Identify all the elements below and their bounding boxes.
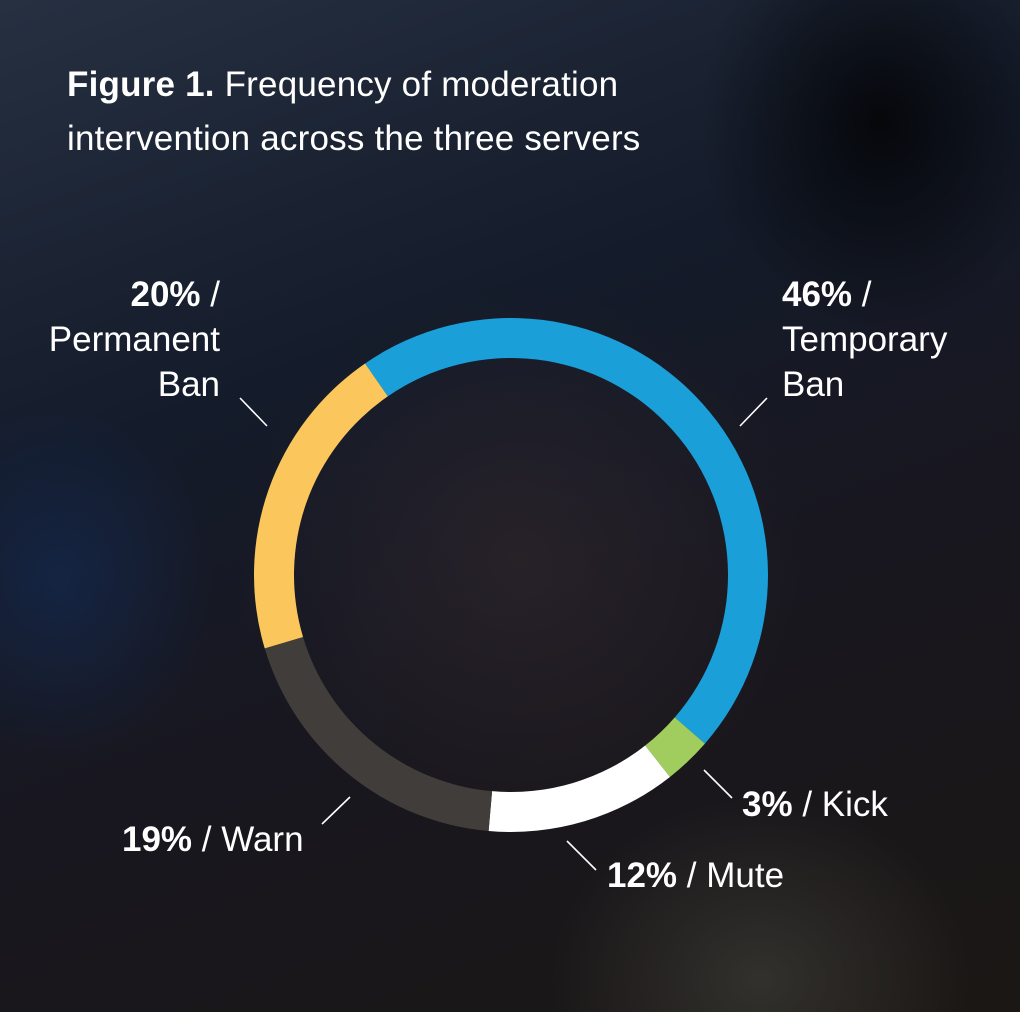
label-permanent-ban-line2: Ban bbox=[157, 365, 220, 404]
label-temporary-ban: 46% / Temporary Ban bbox=[782, 272, 947, 407]
figure-title-text: Frequency of moderation intervention acr… bbox=[67, 65, 641, 158]
label-temporary-ban-line1: Temporary bbox=[782, 320, 948, 359]
label-permanent-ban-line1: Permanent bbox=[48, 320, 220, 359]
label-mute: 12% / Mute bbox=[607, 853, 784, 898]
donut-segment-warn bbox=[264, 636, 493, 832]
label-permanent-ban: 20% / Permanent Ban bbox=[49, 272, 220, 407]
label-permanent-ban-pct: 20% bbox=[130, 275, 201, 314]
label-mute-pct: 12% bbox=[607, 856, 678, 895]
label-permanent-ban-sep: / bbox=[200, 275, 220, 314]
leader-line-temporary-ban bbox=[739, 397, 768, 427]
label-kick: 3% / Kick bbox=[742, 782, 888, 827]
leader-line-permanent-ban bbox=[239, 397, 268, 427]
leader-lines bbox=[239, 397, 768, 871]
label-temporary-ban-sep: / bbox=[852, 275, 872, 314]
donut-segment-kick bbox=[645, 717, 705, 777]
figure-title: Figure 1. Frequency of moderation interv… bbox=[67, 58, 767, 166]
label-kick-text: / Kick bbox=[792, 785, 888, 824]
donut-segment-permanent-ban bbox=[254, 363, 388, 649]
label-warn-pct: 19% bbox=[122, 820, 193, 859]
label-mute-text: / Mute bbox=[677, 856, 785, 895]
label-kick-pct: 3% bbox=[742, 785, 793, 824]
label-warn-text: / Warn bbox=[192, 820, 304, 859]
leader-line-kick bbox=[703, 769, 733, 799]
donut-segment-mute bbox=[488, 745, 670, 832]
label-temporary-ban-pct: 46% bbox=[782, 275, 853, 314]
donut-segment-temporary-ban bbox=[365, 317, 769, 744]
leader-line-mute bbox=[566, 840, 597, 871]
label-warn: 19% / Warn bbox=[122, 817, 304, 862]
leader-line-warn bbox=[321, 796, 351, 825]
donut-segments bbox=[254, 317, 769, 832]
label-temporary-ban-line2: Ban bbox=[782, 365, 845, 404]
figure-title-bold: Figure 1. bbox=[67, 65, 215, 104]
